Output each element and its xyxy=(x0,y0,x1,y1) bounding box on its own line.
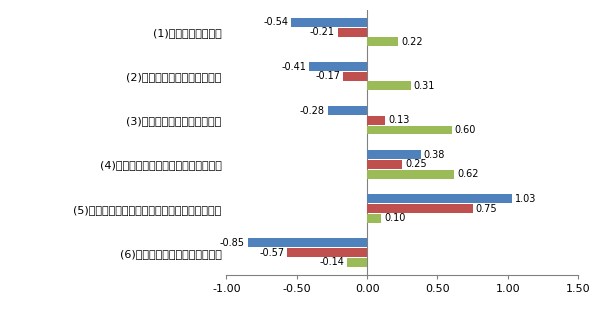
Bar xyxy=(309,62,367,71)
Bar xyxy=(367,126,452,134)
Text: -0.21: -0.21 xyxy=(310,27,335,37)
Text: -0.85: -0.85 xyxy=(220,238,245,248)
Bar xyxy=(337,28,367,37)
Bar xyxy=(367,204,473,213)
Bar xyxy=(287,248,367,257)
Text: 0.22: 0.22 xyxy=(401,37,423,47)
Text: 1.03: 1.03 xyxy=(515,194,536,204)
Text: -0.17: -0.17 xyxy=(315,71,340,81)
Text: 0.10: 0.10 xyxy=(384,213,405,223)
Bar xyxy=(367,170,454,179)
Text: 0.60: 0.60 xyxy=(454,125,476,135)
Bar xyxy=(247,239,367,248)
Bar xyxy=(367,81,411,90)
Text: -0.41: -0.41 xyxy=(282,62,307,71)
Text: 0.38: 0.38 xyxy=(423,150,445,160)
Bar xyxy=(367,194,512,203)
Text: -0.28: -0.28 xyxy=(300,106,325,116)
Bar xyxy=(367,37,398,46)
Text: 0.75: 0.75 xyxy=(476,204,497,213)
Text: 0.31: 0.31 xyxy=(414,81,435,91)
Bar xyxy=(367,150,421,159)
Bar xyxy=(291,18,367,27)
Text: -0.14: -0.14 xyxy=(320,257,344,267)
Bar xyxy=(367,160,402,169)
Bar xyxy=(343,72,367,81)
Text: 0.13: 0.13 xyxy=(388,115,409,125)
Bar xyxy=(328,106,367,115)
Text: -0.54: -0.54 xyxy=(263,17,288,27)
Bar xyxy=(347,258,367,267)
Bar xyxy=(367,214,381,223)
Text: 0.62: 0.62 xyxy=(457,169,479,179)
Text: 0.25: 0.25 xyxy=(405,159,427,170)
Text: -0.57: -0.57 xyxy=(259,248,284,258)
Bar xyxy=(367,116,386,125)
